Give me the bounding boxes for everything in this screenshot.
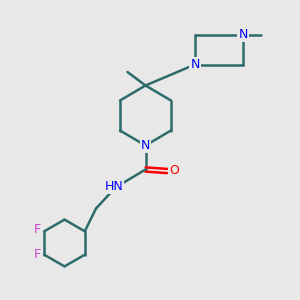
Text: N: N: [190, 58, 200, 71]
Text: N: N: [141, 139, 150, 152]
Text: HN: HN: [105, 179, 123, 193]
Text: O: O: [169, 164, 178, 178]
Text: F: F: [34, 248, 41, 261]
Text: F: F: [34, 223, 41, 236]
Text: N: N: [238, 28, 248, 41]
